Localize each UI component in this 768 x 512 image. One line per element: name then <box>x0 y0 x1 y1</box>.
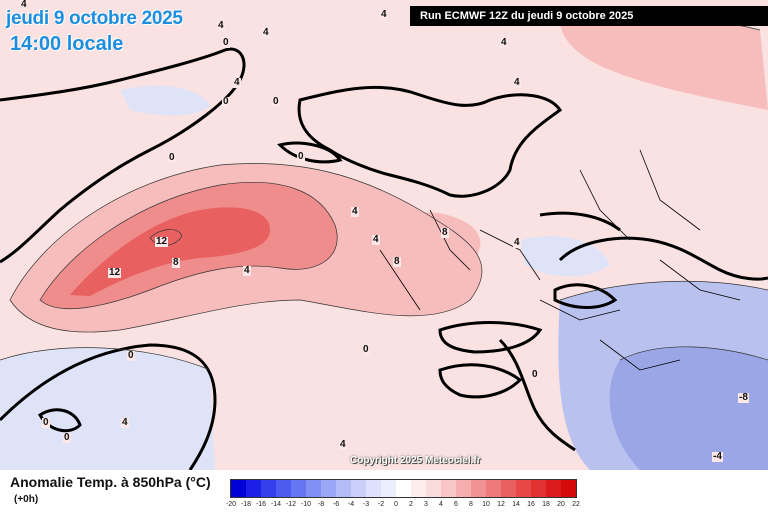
legend-tick-label: 3 <box>424 501 428 508</box>
legend-swatch <box>351 480 366 497</box>
contour-label: 12 <box>108 267 122 278</box>
legend-swatch <box>321 480 336 497</box>
contour-label: 4 <box>500 37 508 48</box>
contour-label: 0 <box>168 152 176 163</box>
contour-label: 4 <box>380 9 388 20</box>
legend-swatch <box>471 480 486 497</box>
contour-label: 0 <box>42 417 50 428</box>
cool-north-zone <box>120 85 210 116</box>
legend-tick-label: -14 <box>270 501 282 508</box>
legend-tick-label: 14 <box>512 501 520 508</box>
legend-tick-label: -6 <box>332 501 340 508</box>
legend-swatch <box>381 480 396 497</box>
forecast-time: 14:00 locale <box>10 33 124 55</box>
legend-tick-label: 0 <box>394 501 398 508</box>
legend-swatch <box>426 480 441 497</box>
legend-swatch <box>561 480 576 497</box>
legend-swatch <box>246 480 261 497</box>
contour-label: 4 <box>262 27 270 38</box>
contour-label: 4 <box>20 0 28 10</box>
color-scale <box>230 479 577 498</box>
legend-swatch <box>501 480 516 497</box>
contour-label: 12 <box>155 236 169 247</box>
legend-tick-label: 18 <box>542 501 550 508</box>
forecast-date: jeudi 9 octobre 2025 <box>6 8 183 29</box>
legend-swatch <box>531 480 546 497</box>
legend-swatch <box>411 480 426 497</box>
legend-tick-label: 2 <box>409 501 413 508</box>
legend-swatch <box>291 480 306 497</box>
contour-label: 4 <box>351 206 359 217</box>
run-banner: Run ECMWF 12Z du jeudi 9 octobre 2025 <box>410 6 768 26</box>
contour-label: 4 <box>233 77 241 88</box>
contour-label: 4 <box>217 20 225 31</box>
cool-southeast-core <box>609 346 768 470</box>
legend-tick-label: -18 <box>240 501 252 508</box>
legend-footer: Anomalie Temp. à 850hPa (°C) (+0h) -20 -1… <box>0 470 768 512</box>
legend-swatch <box>276 480 291 497</box>
legend-swatch <box>306 480 321 497</box>
contour-label: 4 <box>243 265 251 276</box>
contour-label: 0 <box>63 432 71 443</box>
contour-label: 0 <box>297 151 305 162</box>
forecast-step: (+0h) <box>14 494 39 505</box>
contour-label: -8 <box>738 392 749 403</box>
legend-tick-label: 6 <box>454 501 458 508</box>
legend-swatch <box>516 480 531 497</box>
legend-tick-label: 22 <box>572 501 580 508</box>
contour-label: 0 <box>362 344 370 355</box>
contour-label: 4 <box>339 439 347 450</box>
legend-swatch <box>396 480 411 497</box>
contour-label: 8 <box>441 227 449 238</box>
legend-swatch <box>456 480 471 497</box>
cool-southwest-zone <box>0 347 215 470</box>
legend-tick-label: -16 <box>255 501 267 508</box>
legend-tick-label: -8 <box>317 501 325 508</box>
contour-label: 0 <box>222 37 230 48</box>
legend-tick-label: -10 <box>300 501 312 508</box>
legend-tick-label: 20 <box>557 501 565 508</box>
contour-label: 8 <box>393 256 401 267</box>
contour-label: 4 <box>513 77 521 88</box>
warm-north-zone <box>560 14 768 110</box>
legend-tick-label: -2 <box>377 501 385 508</box>
legend-tick-label: -3 <box>362 501 370 508</box>
legend-tick-label: 4 <box>439 501 443 508</box>
legend-swatch <box>366 480 381 497</box>
contour-label: 8 <box>172 257 180 268</box>
legend-swatch <box>261 480 276 497</box>
legend-swatch <box>336 480 351 497</box>
contour-label: 0 <box>531 369 539 380</box>
legend-swatch <box>546 480 561 497</box>
legend-swatch <box>231 480 246 497</box>
legend-tick-label: 8 <box>469 501 473 508</box>
color-scale-ticks: -20 -18 -16 -14 -12 -10 -8 -6 -4 -3 -2 0 2 3 4 6 8 10 12 14… <box>226 501 580 511</box>
coastlines <box>0 47 768 470</box>
legend-swatch <box>441 480 456 497</box>
legend-tick-label: 16 <box>527 501 535 508</box>
contour-label: 4 <box>121 417 129 428</box>
legend-tick-label: 12 <box>497 501 505 508</box>
legend-tick-label: -20 <box>225 501 237 508</box>
legend-title: Anomalie Temp. à 850hPa (°C) <box>10 474 211 490</box>
contour-label: 0 <box>222 96 230 107</box>
warm-bay-zone <box>360 212 481 271</box>
contour-label: -4 <box>712 451 723 462</box>
legend-tick-label: -4 <box>347 501 355 508</box>
contour-label: 4 <box>513 237 521 248</box>
anomaly-contours <box>0 14 768 371</box>
anomaly-map[interactable]: jeudi 9 octobre 2025 14:00 locale Run EC… <box>0 0 768 470</box>
contour-label: 4 <box>372 234 380 245</box>
legend-swatch <box>486 480 501 497</box>
copyright-notice: Copyright 2025 Meteociel.fr <box>350 455 481 466</box>
legend-tick-label: 10 <box>482 501 490 508</box>
legend-tick-label: -12 <box>285 501 297 508</box>
map-canvas <box>0 14 768 470</box>
contour-label: 0 <box>272 96 280 107</box>
country-borders <box>379 149 741 371</box>
contour-label: 0 <box>127 350 135 361</box>
